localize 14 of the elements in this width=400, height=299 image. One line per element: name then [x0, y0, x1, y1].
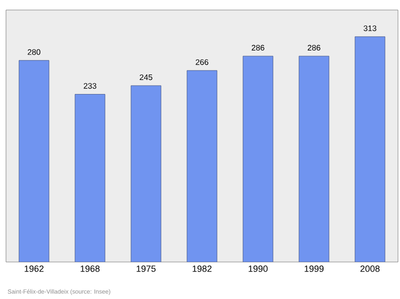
- x-tick-label: 1968: [80, 266, 100, 272]
- x-tick-label: 1962: [24, 266, 44, 272]
- x-tick-label: 1982: [192, 266, 212, 272]
- bar: [130, 85, 162, 262]
- bar: [354, 36, 386, 262]
- bar: [18, 60, 50, 262]
- x-tick-label: 1975: [136, 266, 156, 272]
- bar: [186, 70, 218, 262]
- bar: [298, 56, 330, 262]
- x-tick-label: 1990: [248, 266, 268, 272]
- x-tick-label: 2008: [360, 266, 380, 272]
- bar: [242, 56, 274, 262]
- bar: [74, 94, 106, 262]
- x-tick-label: 1999: [304, 266, 324, 272]
